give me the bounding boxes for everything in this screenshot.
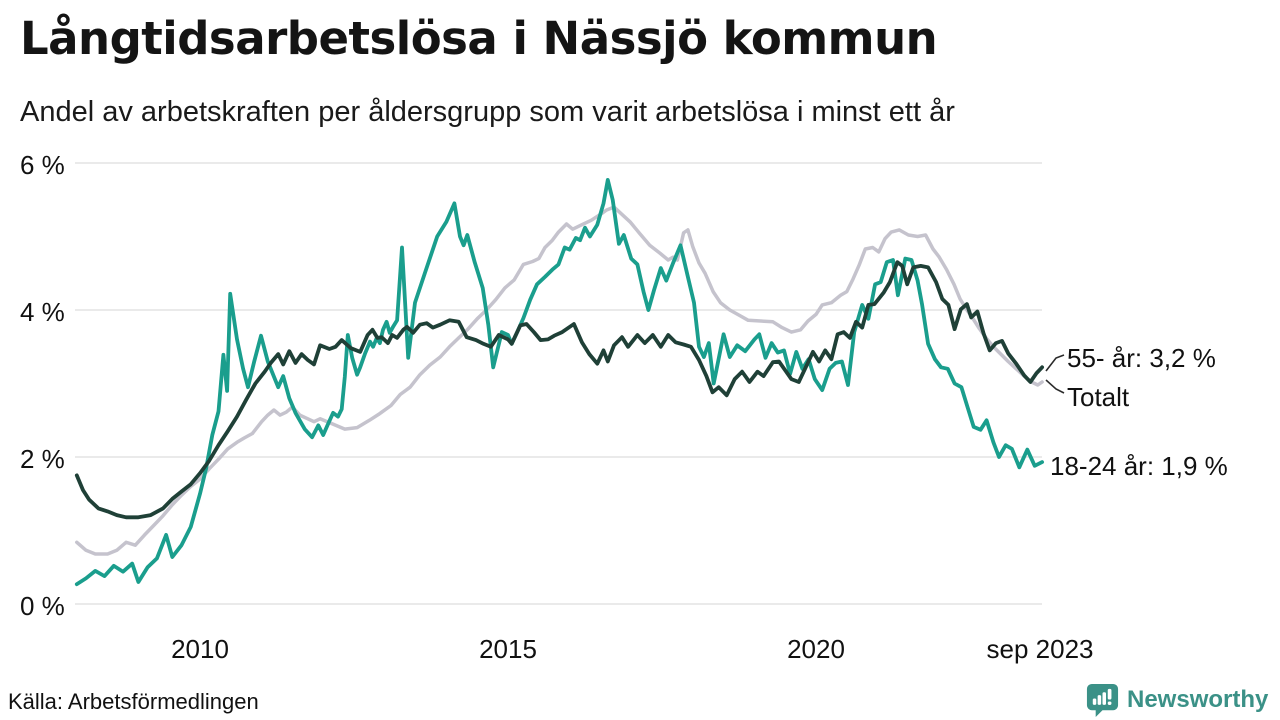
y-axis-tick-0: 0 % — [20, 591, 65, 621]
x-axis-tick-2015: 2015 — [479, 634, 537, 664]
source-credit: Källa: Arbetsförmedlingen — [8, 689, 259, 714]
newsworthy-chart-bubble-icon — [1086, 683, 1119, 718]
series-line-18-24-r — [74, 177, 1044, 587]
series-line-55-r — [74, 260, 1044, 520]
newsworthy-logo: Newsworthy — [1085, 682, 1268, 718]
y-axis-tick-6: 6 % — [20, 150, 65, 180]
y-axis-tick-4: 4 % — [20, 297, 65, 327]
leader-line-total — [1045, 379, 1065, 394]
newsworthy-logo-text: Newsworthy — [1127, 686, 1269, 713]
series-end-label-18-24: 18-24 år: 1,9 % — [1050, 451, 1228, 481]
series-end-label-total: Totalt — [1067, 382, 1130, 412]
series-end-label-55: 55- år: 3,2 % — [1067, 343, 1216, 373]
x-axis-tick-2010: 2010 — [171, 634, 229, 664]
x-axis-tick-2020: 2020 — [787, 634, 845, 664]
page-title: Långtidsarbetslösa i Nässjö kommun — [20, 12, 938, 65]
leader-line-55 — [1045, 354, 1065, 372]
y-axis-tick-2: 2 % — [20, 444, 65, 474]
page-subtitle: Andel av arbetskraften per åldersgrupp s… — [20, 96, 955, 128]
x-axis-tick-sep-2023: sep 2023 — [986, 634, 1094, 664]
